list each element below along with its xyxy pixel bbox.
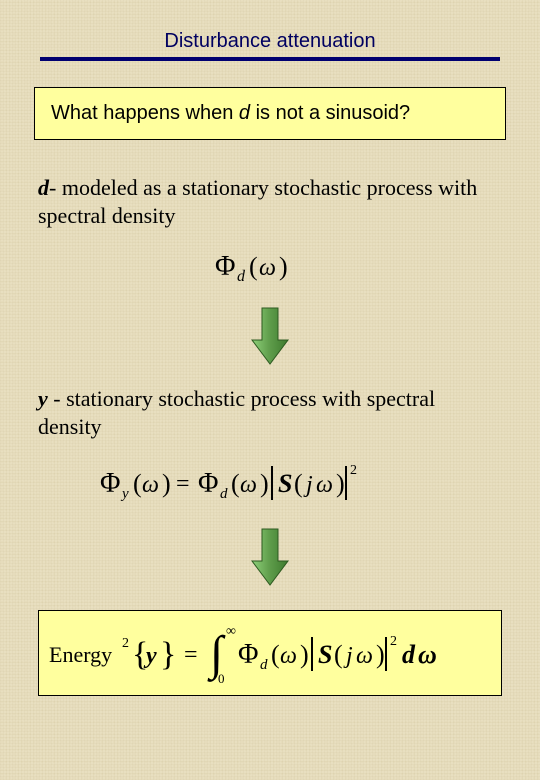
question-post: is not a sinusoid? <box>250 102 410 124</box>
svg-text:d: d <box>220 486 228 502</box>
question-var: d <box>239 102 250 124</box>
svg-text:ω: ω <box>259 255 276 281</box>
svg-text:S: S <box>278 469 292 498</box>
svg-text:(: ( <box>294 469 303 498</box>
formula-phi-y: Φ y ( ω ) = Φ d ( ω ) S ( j ω ) 2 <box>34 458 506 513</box>
energy-label: Energy <box>49 642 112 668</box>
var-d: d <box>38 175 49 200</box>
svg-text:): ) <box>300 640 309 669</box>
svg-text:(: ( <box>271 640 280 669</box>
svg-text:Φ: Φ <box>100 468 120 499</box>
svg-text:d: d <box>260 657 268 673</box>
svg-text:ω: ω <box>240 472 257 498</box>
slide: Disturbance attenuation What happens whe… <box>0 0 540 780</box>
svg-text:y: y <box>120 486 129 502</box>
svg-text:ω: ω <box>280 643 297 669</box>
svg-text:d: d <box>402 640 416 669</box>
phi-y-svg: Φ y ( ω ) = Φ d ( ω ) S ( j ω ) 2 <box>100 458 440 508</box>
svg-text:=: = <box>184 642 198 668</box>
formula-phi-d: Φ d ( ω ) <box>34 247 506 292</box>
svg-text:2: 2 <box>350 463 357 478</box>
para1-text: - modeled as a stationary stochastic pro… <box>38 175 477 228</box>
svg-text:ω: ω <box>356 643 373 669</box>
svg-text:}: } <box>160 636 176 673</box>
svg-text:2: 2 <box>122 636 129 651</box>
svg-text:2: 2 <box>390 634 397 649</box>
svg-text:(: ( <box>249 252 258 281</box>
energy-formula-svg: 2 { y } = ∫ ∞ 0 Φ d ( ω ) S ( j ω ) <box>118 623 491 687</box>
svg-text:(: ( <box>231 469 240 498</box>
svg-text:): ) <box>162 469 171 498</box>
para2-text: - stationary stochastic process with spe… <box>38 386 435 439</box>
question-box: What happens when d is not a sinusoid? <box>34 87 506 140</box>
arrow-2 <box>34 527 506 592</box>
svg-text:ω: ω <box>418 640 437 669</box>
svg-text:): ) <box>279 252 288 281</box>
arrow-1 <box>34 306 506 371</box>
svg-text:d: d <box>237 268 246 285</box>
svg-text:): ) <box>336 469 345 498</box>
svg-text:Φ: Φ <box>215 251 235 282</box>
svg-text:(: ( <box>133 469 142 498</box>
svg-text:S: S <box>318 640 332 669</box>
var-y: y <box>38 386 48 411</box>
svg-text:(: ( <box>334 640 343 669</box>
svg-text:j: j <box>303 472 313 498</box>
down-arrow-icon <box>250 306 290 366</box>
paragraph-d: d- modeled as a stationary stochastic pr… <box>38 174 502 229</box>
paragraph-y: y - stationary stochastic process with s… <box>38 385 502 440</box>
svg-text:Φ: Φ <box>238 639 258 670</box>
svg-text:=: = <box>176 471 190 497</box>
svg-text:y: y <box>143 643 157 669</box>
header-title: Disturbance attenuation <box>34 30 506 53</box>
header-rule <box>40 57 500 61</box>
energy-box: Energy 2 { y } = ∫ ∞ 0 Φ d ( ω ) S ( j <box>38 610 502 696</box>
svg-text:∞: ∞ <box>226 624 236 639</box>
svg-text:Φ: Φ <box>198 468 218 499</box>
svg-text:j: j <box>343 643 353 669</box>
svg-text:ω: ω <box>316 472 333 498</box>
svg-text:): ) <box>260 469 269 498</box>
phi-d-svg: Φ d ( ω ) <box>215 247 325 287</box>
svg-text:): ) <box>376 640 385 669</box>
down-arrow-icon <box>250 527 290 587</box>
svg-text:0: 0 <box>218 671 225 686</box>
svg-text:ω: ω <box>142 472 159 498</box>
question-pre: What happens when <box>51 102 239 124</box>
